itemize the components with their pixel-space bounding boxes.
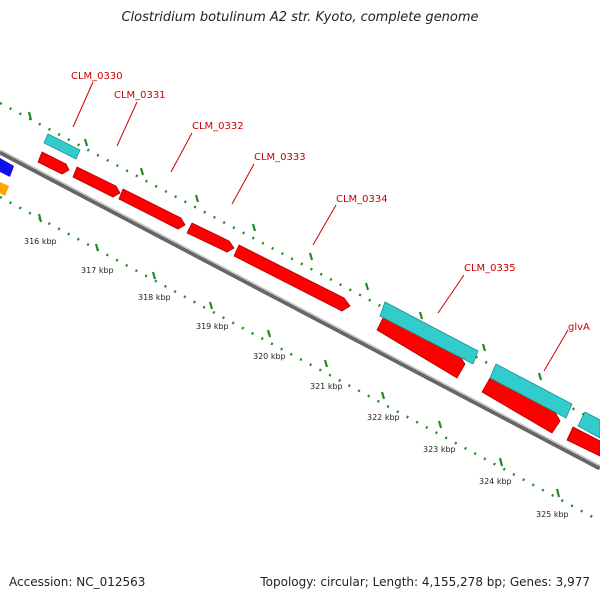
feature-cyan-right[interactable]: [577, 411, 600, 439]
scale-label-321: 321 kbp: [310, 382, 343, 391]
accession-text: Accession: NC_012563: [9, 575, 146, 589]
gene-label-clm-0332: CLM_0332: [192, 121, 244, 132]
gene-leaders: [72, 81, 569, 372]
scale-label-316: 316 kbp: [24, 237, 57, 246]
scale-label-322: 322 kbp: [367, 413, 400, 422]
scale-label-320: 320 kbp: [253, 352, 286, 361]
genome-summary-text: Topology: circular; Length: 4,155,278 bp…: [260, 575, 590, 589]
feature-clm-0333[interactable]: [186, 222, 235, 253]
genome-backbone: [0, 149, 600, 471]
feature-glva[interactable]: [489, 363, 573, 419]
feature-clm-0335[interactable]: [379, 301, 479, 365]
outer-major-ticks: [27, 111, 543, 381]
feature-clm-0330[interactable]: [43, 133, 81, 160]
gene-label-clm-0331: CLM_0331: [114, 90, 166, 101]
gene-label-glva: glvA: [568, 322, 590, 333]
scale-label-325: 325 kbp: [536, 510, 569, 519]
blue-feature[interactable]: [0, 158, 14, 177]
gene-label-clm-0330: CLM_0330: [71, 71, 123, 82]
scale-labels: 316 kbp 317 kbp 318 kbp 319 kbp 320 kbp …: [24, 237, 569, 519]
feature-cds-8[interactable]: [566, 426, 600, 457]
orange-feature[interactable]: [0, 182, 9, 196]
feature-clm-0332[interactable]: [118, 188, 186, 230]
feature-clm-0334[interactable]: [233, 244, 351, 312]
scale-label-323: 323 kbp: [423, 445, 456, 454]
scale-label-324: 324 kbp: [479, 477, 512, 486]
gene-label-clm-0333: CLM_0333: [254, 152, 306, 163]
gene-labels: CLM_0330 CLM_0331 CLM_0332 CLM_0333 CLM_…: [71, 71, 590, 333]
scale-label-319: 319 kbp: [196, 322, 229, 331]
genome-title: Clostridium botulinum A2 str. Kyoto, com…: [121, 10, 479, 25]
gene-label-clm-0334: CLM_0334: [336, 194, 388, 205]
scale-label-318: 318 kbp: [138, 293, 171, 302]
gene-label-clm-0335: CLM_0335: [464, 263, 516, 274]
feature-clm-0331[interactable]: [72, 166, 121, 198]
inner-major-ticks: [37, 213, 561, 498]
features: [0, 133, 600, 457]
feature-cds-1[interactable]: [37, 151, 70, 175]
inner-tick-ring: [0, 195, 600, 523]
scale-label-317: 317 kbp: [81, 266, 114, 275]
